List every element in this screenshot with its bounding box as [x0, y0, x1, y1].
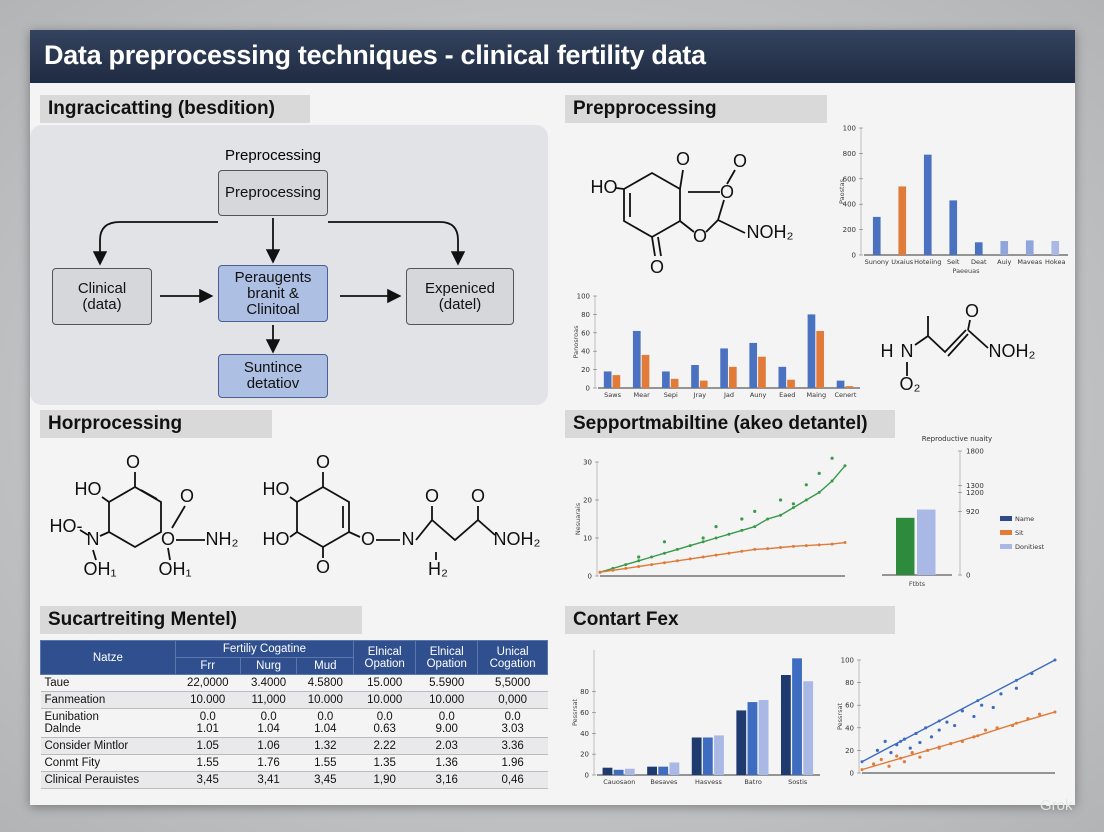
flow-node: Preprocessing — [218, 170, 328, 216]
flow-node: Expeniced (datel) — [406, 268, 514, 325]
section-header: Sucartreiting Mentel) — [40, 606, 362, 634]
data-table: Natze Fertiliy Cogatine Elnical Opation Eln… — [40, 640, 548, 789]
table-cell: Fanmeation — [40, 691, 176, 709]
table-cell: 1.76 — [240, 754, 297, 772]
header-row: Frr Nurg Mud — [41, 657, 548, 675]
table-cell: 1.06 — [240, 737, 297, 755]
table-cell: 1,90 — [353, 771, 416, 789]
table-cell: 5.5900 — [415, 674, 478, 692]
table-cell: 10.000 — [296, 691, 354, 709]
section-header: Contart Fex — [565, 606, 895, 634]
table-cell: 1.55 — [296, 754, 354, 772]
table-cell: 0.0 0.63 — [353, 708, 416, 738]
table-cell: 4.5800 — [296, 674, 354, 692]
table-cell: Consider Mintlor — [40, 737, 176, 755]
table-row: Clinical Perauistes 3,45 3,41 3,45 1,90 3,16 0… — [40, 771, 548, 789]
table-cell: 1.32 — [296, 737, 354, 755]
table-cell: 3,41 — [240, 771, 297, 789]
page-title: Data preprocessing techniques - clinical… — [44, 40, 706, 70]
flow-node: Suntince detatiov — [218, 354, 328, 398]
table-row: Fanmeation 10.000 11,000 10.000 10.000 10.000… — [40, 691, 548, 709]
table-cell: 15.000 — [353, 674, 416, 692]
table-cell: 5,5000 — [477, 674, 548, 692]
table-cell: 22,0000 — [175, 674, 241, 692]
table-cell: 11,000 — [240, 691, 297, 709]
table-cell: 0.0 3.03 — [477, 708, 548, 738]
table-cell: 1.55 — [175, 754, 241, 772]
column-header: Mud — [296, 657, 355, 675]
table-cell: 3,45 — [175, 771, 241, 789]
table-cell: 1.05 — [175, 737, 241, 755]
table-cell: 3.36 — [477, 737, 548, 755]
table-cell: 0.0 9.00 — [415, 708, 478, 738]
table-row: Conmt Fity 1.55 1.76 1.55 1.35 1.36 1.96 — [40, 754, 548, 772]
group-header: Fertiliy Cogatine — [174, 640, 355, 658]
table-cell: 0.0 1.04 — [296, 708, 354, 738]
table-cell: 10.000 — [415, 691, 478, 709]
column-header: Elnical Opation — [353, 640, 417, 675]
table-cell: 0.0 1.01 — [175, 708, 241, 738]
section-header: Sepportmabiltine (akeo detantel) — [565, 410, 895, 438]
table-cell: 0.0 1.04 — [240, 708, 297, 738]
table-row: Consider Mintlor 1.05 1.06 1.32 2.22 2.03 3.36 — [40, 737, 548, 755]
column-header: Elnical Opation — [415, 640, 479, 675]
table-row: Taue 22,0000 3.4000 4.5800 15.000 5.5900 5,500… — [40, 674, 548, 692]
table-cell: 0,000 — [477, 691, 548, 709]
table-cell: 1.96 — [477, 754, 548, 772]
column-header: Unical Cogation — [477, 640, 548, 675]
table-cell: 2.22 — [353, 737, 416, 755]
section-header: Prepprocessing — [565, 95, 827, 123]
header-row: Natze Fertiliy Cogatine Elnical Opation Eln… — [40, 640, 548, 675]
table-cell: Clinical Perauistes — [40, 771, 176, 789]
table-cell: 10.000 — [175, 691, 241, 709]
section-header: Ingracicatting (besdition) — [40, 95, 310, 123]
table-cell: 3.4000 — [240, 674, 297, 692]
table-cell: Conmt Fity — [40, 754, 176, 772]
flow-caption: Preprocessing — [225, 147, 321, 164]
table-cell: 1.35 — [353, 754, 416, 772]
flow-node: Clinical (data) — [52, 268, 152, 325]
watermark: Grok — [1040, 797, 1073, 814]
table-cell: 3,45 — [296, 771, 354, 789]
table-cell: 2.03 — [415, 737, 478, 755]
section-header: Horprocessing — [40, 410, 272, 438]
table-row: Eunibation Dalnde 0.0 1.01 0.0 1.04 0.0 1.0… — [40, 708, 548, 738]
table-cell: 1.36 — [415, 754, 478, 772]
column-header: Nurg — [239, 657, 298, 675]
column-header: Natze — [40, 640, 176, 675]
table-cell: 0,46 — [477, 771, 548, 789]
table-cell: 10.000 — [353, 691, 416, 709]
flow-node: Peraugents branit & Clinitoal — [218, 265, 328, 322]
column-header: Frr — [174, 657, 241, 675]
table-cell: 3,16 — [415, 771, 478, 789]
title-bar — [30, 30, 1075, 83]
table-cell: Eunibation Dalnde — [40, 708, 176, 738]
table-cell: Taue — [40, 674, 176, 692]
